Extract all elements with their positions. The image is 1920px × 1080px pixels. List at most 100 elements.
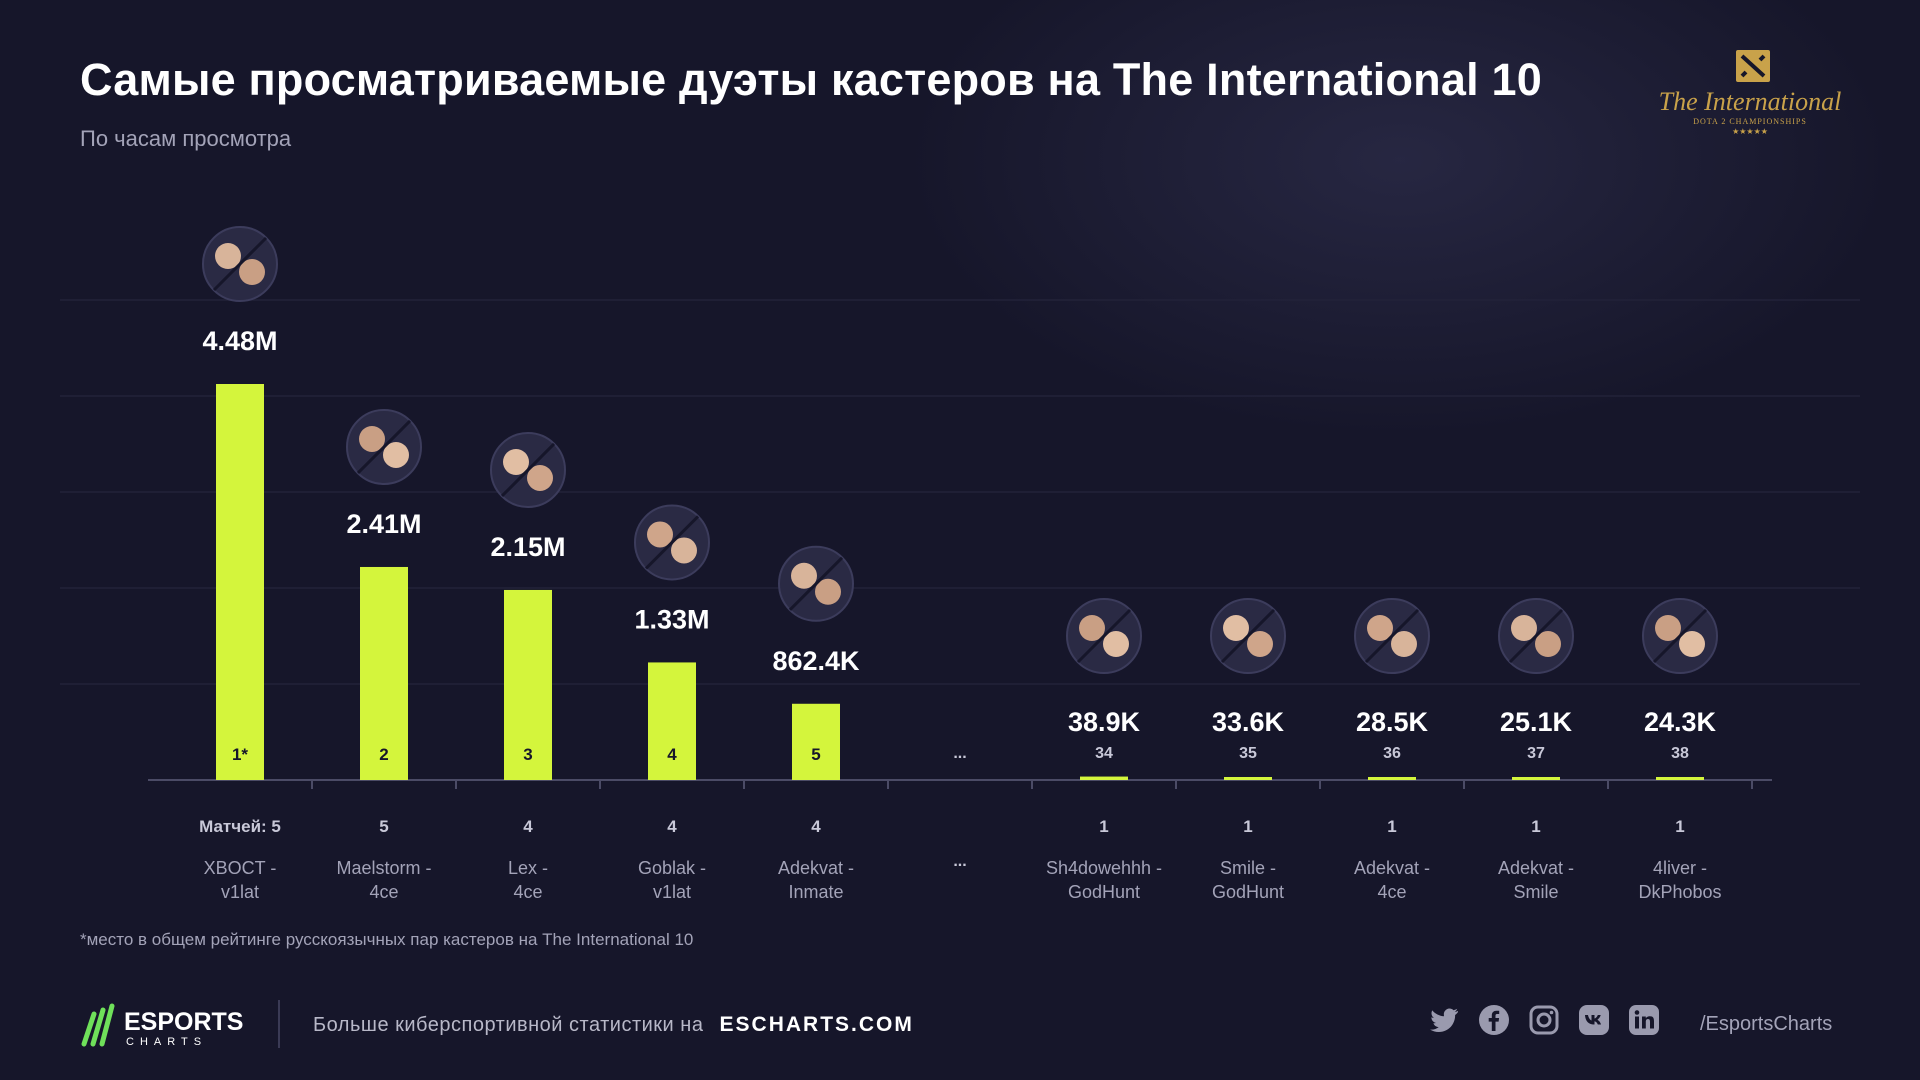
matches-count: Матчей: 5 [199, 817, 281, 836]
avatar-face-left [1079, 615, 1105, 641]
duo-name-line2: Inmate [788, 882, 843, 902]
instagram-icon[interactable] [1528, 1004, 1560, 1036]
bar-value-label: 33.6K [1212, 707, 1285, 737]
duo-name-line2: 4ce [1377, 882, 1406, 902]
avatar-face-left [1367, 615, 1393, 641]
footnote: *место в общем рейтинге русскоязычных па… [80, 930, 694, 949]
duo-name-line2: Smile [1513, 882, 1558, 902]
esports-charts-logo: ESPORTS CHARTS [81, 1003, 243, 1048]
brand-text: ESPORTS [124, 1008, 243, 1036]
ti-logo-subtext: DOTA 2 CHAMPIONSHIPS [1693, 117, 1807, 126]
vk-icon[interactable] [1578, 1004, 1610, 1036]
avatar-face-right [1535, 631, 1561, 657]
avatar-face-right [1247, 631, 1273, 657]
page-subtitle: По часам просмотра [80, 126, 292, 151]
avatar-face-right [1391, 631, 1417, 657]
caster-duo-avatar [778, 545, 854, 622]
bar-value-label: 24.3K [1644, 707, 1717, 737]
avatar-face-right [383, 441, 409, 468]
the-international-logo: The International DOTA 2 CHAMPIONSHIPS ★… [1659, 50, 1842, 136]
linkedin-icon[interactable] [1628, 1004, 1660, 1036]
ti-logo-text: The International [1659, 87, 1842, 116]
avatar-face-left [1223, 615, 1249, 641]
svg-text:★★★★★: ★★★★★ [1732, 127, 1768, 136]
bar-rank-label: 35 [1239, 745, 1257, 762]
caster-duo-avatar [346, 408, 422, 485]
duo-name-line1: Adekvat - [1498, 858, 1574, 878]
bar-rank-label: 36 [1383, 745, 1401, 762]
matches-count: 1 [1531, 817, 1540, 836]
avatar-divider [1364, 608, 1420, 664]
footer-separator [278, 1000, 280, 1048]
caster-duo-avatar [1498, 598, 1574, 674]
gap-marker: ... [953, 745, 966, 762]
avatar-divider [356, 419, 412, 475]
bar-value-label: 2.15M [490, 532, 565, 562]
bar [360, 566, 408, 780]
avatar-face-right [671, 537, 697, 564]
avatar-divider [212, 236, 268, 292]
matches-count: 4 [667, 817, 677, 836]
duo-name-line2: v1lat [653, 882, 691, 902]
caster-duo-avatar [1354, 598, 1430, 674]
bar-rank-label: 5 [811, 745, 820, 764]
duo-name-line1: Adekvat - [1354, 858, 1430, 878]
bar-rank-label: 4 [667, 745, 677, 764]
footer-promo-link[interactable]: ESCHARTS.COM [719, 1013, 914, 1036]
avatar-divider [1220, 608, 1276, 664]
duo-name-line1: Goblak - [638, 858, 706, 878]
duo-name-line2: GodHunt [1212, 882, 1284, 902]
bar-rank-label: 38 [1671, 745, 1689, 762]
bar [792, 703, 840, 780]
duo-name-line1: Smile - [1220, 858, 1276, 878]
avatar-face-right [239, 259, 265, 285]
matches-count: 4 [811, 817, 821, 836]
avatar-face-right [1103, 631, 1129, 657]
caster-duo-avatar [1642, 598, 1718, 674]
matches-count: 1 [1099, 817, 1108, 836]
avatar-divider [1508, 608, 1564, 664]
caster-duo-avatar [490, 431, 566, 508]
bar [1656, 777, 1704, 780]
duo-name-line1: Lex - [508, 858, 548, 878]
avatar-divider [500, 442, 556, 498]
bar [216, 384, 264, 780]
bar-value-label: 25.1K [1500, 707, 1573, 737]
footer-promo-text: Больше киберспортивной статистики на [313, 1014, 704, 1036]
avatar-face-left [215, 243, 241, 269]
bar-rank-label: 1* [232, 745, 248, 764]
duo-name-line1: Sh4dowehhh - [1046, 858, 1162, 878]
avatar-divider [644, 515, 700, 570]
bar [1080, 776, 1128, 780]
matches-count: 4 [523, 817, 533, 836]
bar-value-label: 2.41M [346, 509, 421, 539]
bar-value-label: 862.4K [772, 646, 860, 676]
avatar-divider [788, 556, 844, 611]
avatar-divider [1076, 608, 1132, 664]
duo-name-line2: 4ce [369, 882, 398, 902]
avatar-face-right [527, 464, 553, 491]
bar [504, 589, 552, 780]
bar [1224, 777, 1272, 780]
bar-rank-label: 3 [523, 745, 532, 764]
duo-name-line1: Adekvat - [778, 858, 854, 878]
caster-duo-avatar [1066, 598, 1142, 674]
bar-value-label: 28.5K [1356, 707, 1429, 737]
duo-name-line1: 4liver - [1653, 858, 1707, 878]
facebook-icon[interactable] [1478, 1004, 1510, 1036]
bar [1368, 777, 1416, 780]
matches-count: 5 [379, 817, 388, 836]
duo-name-line2: 4ce [513, 882, 542, 902]
avatar-face-left [359, 425, 385, 452]
bar-rank-label: 2 [379, 745, 388, 764]
bar-rank-label: 34 [1095, 745, 1113, 762]
duo-name-line2: v1lat [221, 882, 259, 902]
matches-count: 1 [1675, 817, 1684, 836]
social-handle[interactable]: /EsportsCharts [1700, 1013, 1833, 1035]
twitter-icon[interactable] [1428, 1004, 1460, 1036]
brand-subtext: CHARTS [126, 1036, 207, 1048]
caster-duo-avatar [202, 226, 278, 302]
caster-duo-avatar [634, 504, 710, 581]
bar [648, 662, 696, 780]
